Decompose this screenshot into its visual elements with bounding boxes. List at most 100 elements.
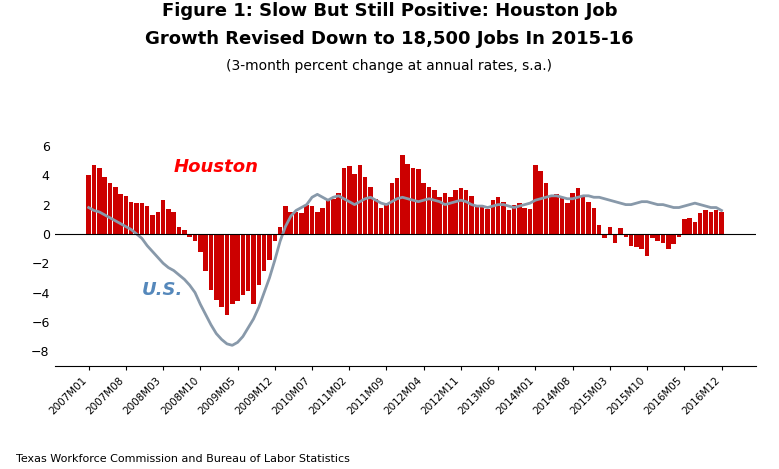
Bar bbox=[464, 190, 468, 234]
Bar bbox=[506, 211, 511, 234]
Bar bbox=[241, 234, 245, 295]
Bar bbox=[246, 234, 251, 291]
Bar bbox=[283, 206, 287, 234]
Bar bbox=[523, 208, 527, 234]
Bar bbox=[619, 228, 622, 234]
Bar bbox=[714, 211, 718, 234]
Bar bbox=[368, 187, 373, 234]
Bar bbox=[124, 196, 128, 234]
Bar bbox=[687, 218, 692, 234]
Bar bbox=[305, 204, 309, 234]
Bar bbox=[544, 182, 548, 234]
Bar bbox=[134, 203, 139, 234]
Bar bbox=[129, 202, 133, 234]
Bar bbox=[256, 234, 261, 285]
Bar bbox=[224, 234, 229, 315]
Bar bbox=[427, 187, 432, 234]
Bar bbox=[565, 203, 569, 234]
Bar bbox=[273, 234, 277, 241]
Bar bbox=[496, 197, 500, 234]
Bar bbox=[432, 190, 436, 234]
Bar bbox=[655, 234, 660, 241]
Bar bbox=[102, 177, 107, 234]
Bar bbox=[512, 204, 516, 234]
Bar bbox=[299, 213, 304, 234]
Bar bbox=[448, 197, 453, 234]
Bar bbox=[719, 212, 724, 234]
Bar bbox=[555, 194, 559, 234]
Bar bbox=[113, 187, 118, 234]
Text: U.S.: U.S. bbox=[142, 281, 183, 300]
Bar bbox=[390, 182, 394, 234]
Bar bbox=[416, 169, 421, 234]
Bar bbox=[528, 209, 532, 234]
Bar bbox=[485, 209, 490, 234]
Text: Figure 1: Slow But Still Positive: Houston Job: Figure 1: Slow But Still Positive: Houst… bbox=[162, 2, 617, 20]
Bar bbox=[177, 227, 182, 234]
Bar bbox=[570, 193, 575, 234]
Bar bbox=[166, 209, 171, 234]
Bar bbox=[139, 203, 144, 234]
Bar bbox=[634, 234, 639, 247]
Bar bbox=[576, 189, 580, 234]
Bar bbox=[623, 234, 628, 237]
Bar bbox=[459, 189, 464, 234]
Bar bbox=[220, 234, 224, 307]
Bar bbox=[442, 193, 447, 234]
Bar bbox=[97, 168, 101, 234]
Bar bbox=[160, 200, 165, 234]
Bar bbox=[363, 177, 368, 234]
Bar bbox=[698, 213, 703, 234]
Bar bbox=[262, 234, 266, 271]
Bar bbox=[421, 182, 426, 234]
Bar bbox=[613, 234, 618, 243]
Bar bbox=[214, 234, 219, 300]
Bar bbox=[352, 174, 357, 234]
Bar bbox=[597, 225, 601, 234]
Bar bbox=[411, 168, 415, 234]
Bar bbox=[86, 175, 91, 234]
Bar bbox=[677, 234, 681, 237]
Bar bbox=[171, 212, 176, 234]
Bar bbox=[182, 229, 187, 234]
Bar bbox=[203, 234, 208, 271]
Bar bbox=[198, 234, 203, 251]
Bar bbox=[645, 234, 650, 256]
Bar bbox=[310, 206, 314, 234]
Bar bbox=[661, 234, 665, 243]
Text: Growth Revised Down to 18,500 Jobs In 2015-16: Growth Revised Down to 18,500 Jobs In 20… bbox=[145, 30, 634, 48]
Bar bbox=[358, 165, 362, 234]
Bar bbox=[145, 206, 150, 234]
Bar bbox=[188, 234, 192, 237]
Bar bbox=[682, 219, 686, 234]
Bar bbox=[209, 234, 213, 290]
Bar bbox=[533, 165, 538, 234]
Bar bbox=[108, 182, 112, 234]
Bar bbox=[538, 171, 543, 234]
Bar bbox=[640, 234, 644, 249]
Bar bbox=[587, 202, 590, 234]
Bar bbox=[374, 199, 378, 234]
Bar bbox=[267, 234, 272, 260]
Bar bbox=[602, 234, 607, 238]
Bar bbox=[347, 166, 351, 234]
Bar bbox=[517, 203, 522, 234]
Bar bbox=[331, 199, 336, 234]
Bar bbox=[650, 234, 654, 238]
Bar bbox=[437, 197, 442, 234]
Bar bbox=[288, 212, 293, 234]
Bar bbox=[581, 196, 586, 234]
Bar bbox=[406, 164, 410, 234]
Text: Houston: Houston bbox=[174, 159, 259, 176]
Bar bbox=[235, 234, 240, 302]
Bar bbox=[294, 212, 298, 234]
Bar bbox=[342, 168, 346, 234]
Bar bbox=[480, 204, 485, 234]
Bar bbox=[320, 208, 325, 234]
Bar bbox=[118, 194, 123, 234]
Bar bbox=[693, 222, 697, 234]
Bar bbox=[192, 234, 197, 241]
Bar bbox=[474, 206, 479, 234]
Bar bbox=[252, 234, 256, 304]
Bar bbox=[671, 234, 676, 244]
